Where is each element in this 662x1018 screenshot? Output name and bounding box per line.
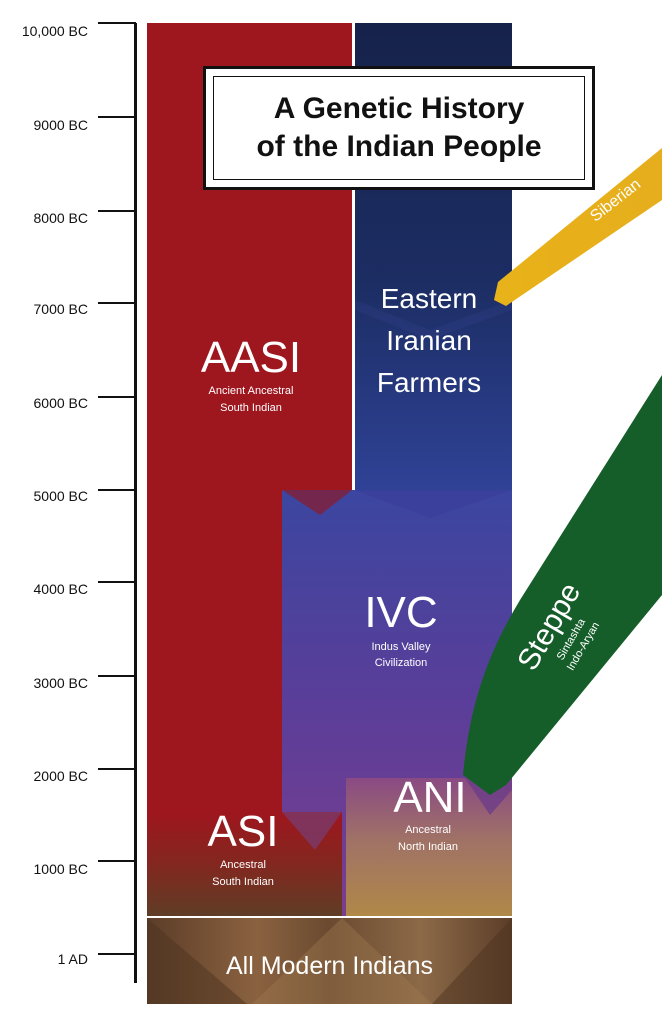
tick-label: 4000 BC <box>33 581 88 597</box>
aasi-desc-2: South Indian <box>220 402 282 414</box>
ani-desc-2: North Indian <box>398 841 458 853</box>
modern-chevrons <box>147 918 247 1004</box>
eif-label-1: Eastern <box>380 283 478 314</box>
siberian-arrow <box>494 148 662 306</box>
tick-label: 1 AD <box>57 951 88 967</box>
tick-label: 10,000 BC <box>21 23 88 39</box>
ivc-desc-2: Civilization <box>374 657 428 669</box>
tick-label: 1000 BC <box>33 861 88 877</box>
eif-label-3: Farmers <box>376 367 482 398</box>
modern-chevrons-3 <box>432 918 512 1004</box>
eif-label-2: Iranian <box>386 325 472 356</box>
ani-label: ANI <box>393 773 467 822</box>
tick-label: 6000 BC <box>33 395 88 411</box>
timeline-tick <box>98 953 136 955</box>
timeline-tick <box>98 302 136 304</box>
tick-label: 3000 BC <box>33 675 88 691</box>
asi-label: ASI <box>207 807 279 856</box>
timeline-tick <box>98 210 136 212</box>
title-inner-frame: A Genetic History of the Indian People <box>213 76 585 180</box>
timeline-tick <box>98 675 136 677</box>
timeline-tick <box>98 860 136 862</box>
timeline-tick <box>98 581 136 583</box>
modern-chevrons-2 <box>252 918 432 1004</box>
tick-label: 7000 BC <box>33 301 88 317</box>
ivc-desc-1: Indus Valley <box>371 641 431 653</box>
ani-desc-1: Ancestral <box>405 824 451 836</box>
title-line-1: A Genetic History <box>273 92 525 125</box>
ivc-chevron-2 <box>355 490 512 518</box>
aasi-desc-1: Ancient Ancestral <box>208 385 294 397</box>
aasi-label: AASI <box>200 333 302 382</box>
tick-label: 8000 BC <box>33 210 88 226</box>
modern-label: All Modern Indians <box>225 952 434 980</box>
timeline-tick <box>98 116 136 118</box>
timeline-tick <box>98 22 136 24</box>
tick-label: 9000 BC <box>33 117 88 133</box>
timeline-tick <box>98 768 136 770</box>
asi-desc-2: South Indian <box>212 876 274 888</box>
asi-chevron <box>282 812 342 850</box>
ivc-label: IVC <box>364 588 438 637</box>
timeline-tick <box>98 489 136 491</box>
tick-label: 2000 BC <box>33 768 88 784</box>
title-line-2: of the Indian People <box>256 130 542 163</box>
ivc-chevron <box>282 490 352 515</box>
eif-chevron <box>355 300 512 340</box>
asi-band <box>147 812 342 916</box>
timeline-axis <box>134 23 137 983</box>
steppe-arrow <box>463 375 662 795</box>
title-box: A Genetic History of the Indian People <box>203 66 595 190</box>
ani-band <box>346 778 512 916</box>
tick-label: 5000 BC <box>33 488 88 504</box>
timeline-tick <box>98 396 136 398</box>
asi-desc-1: Ancestral <box>220 859 266 871</box>
